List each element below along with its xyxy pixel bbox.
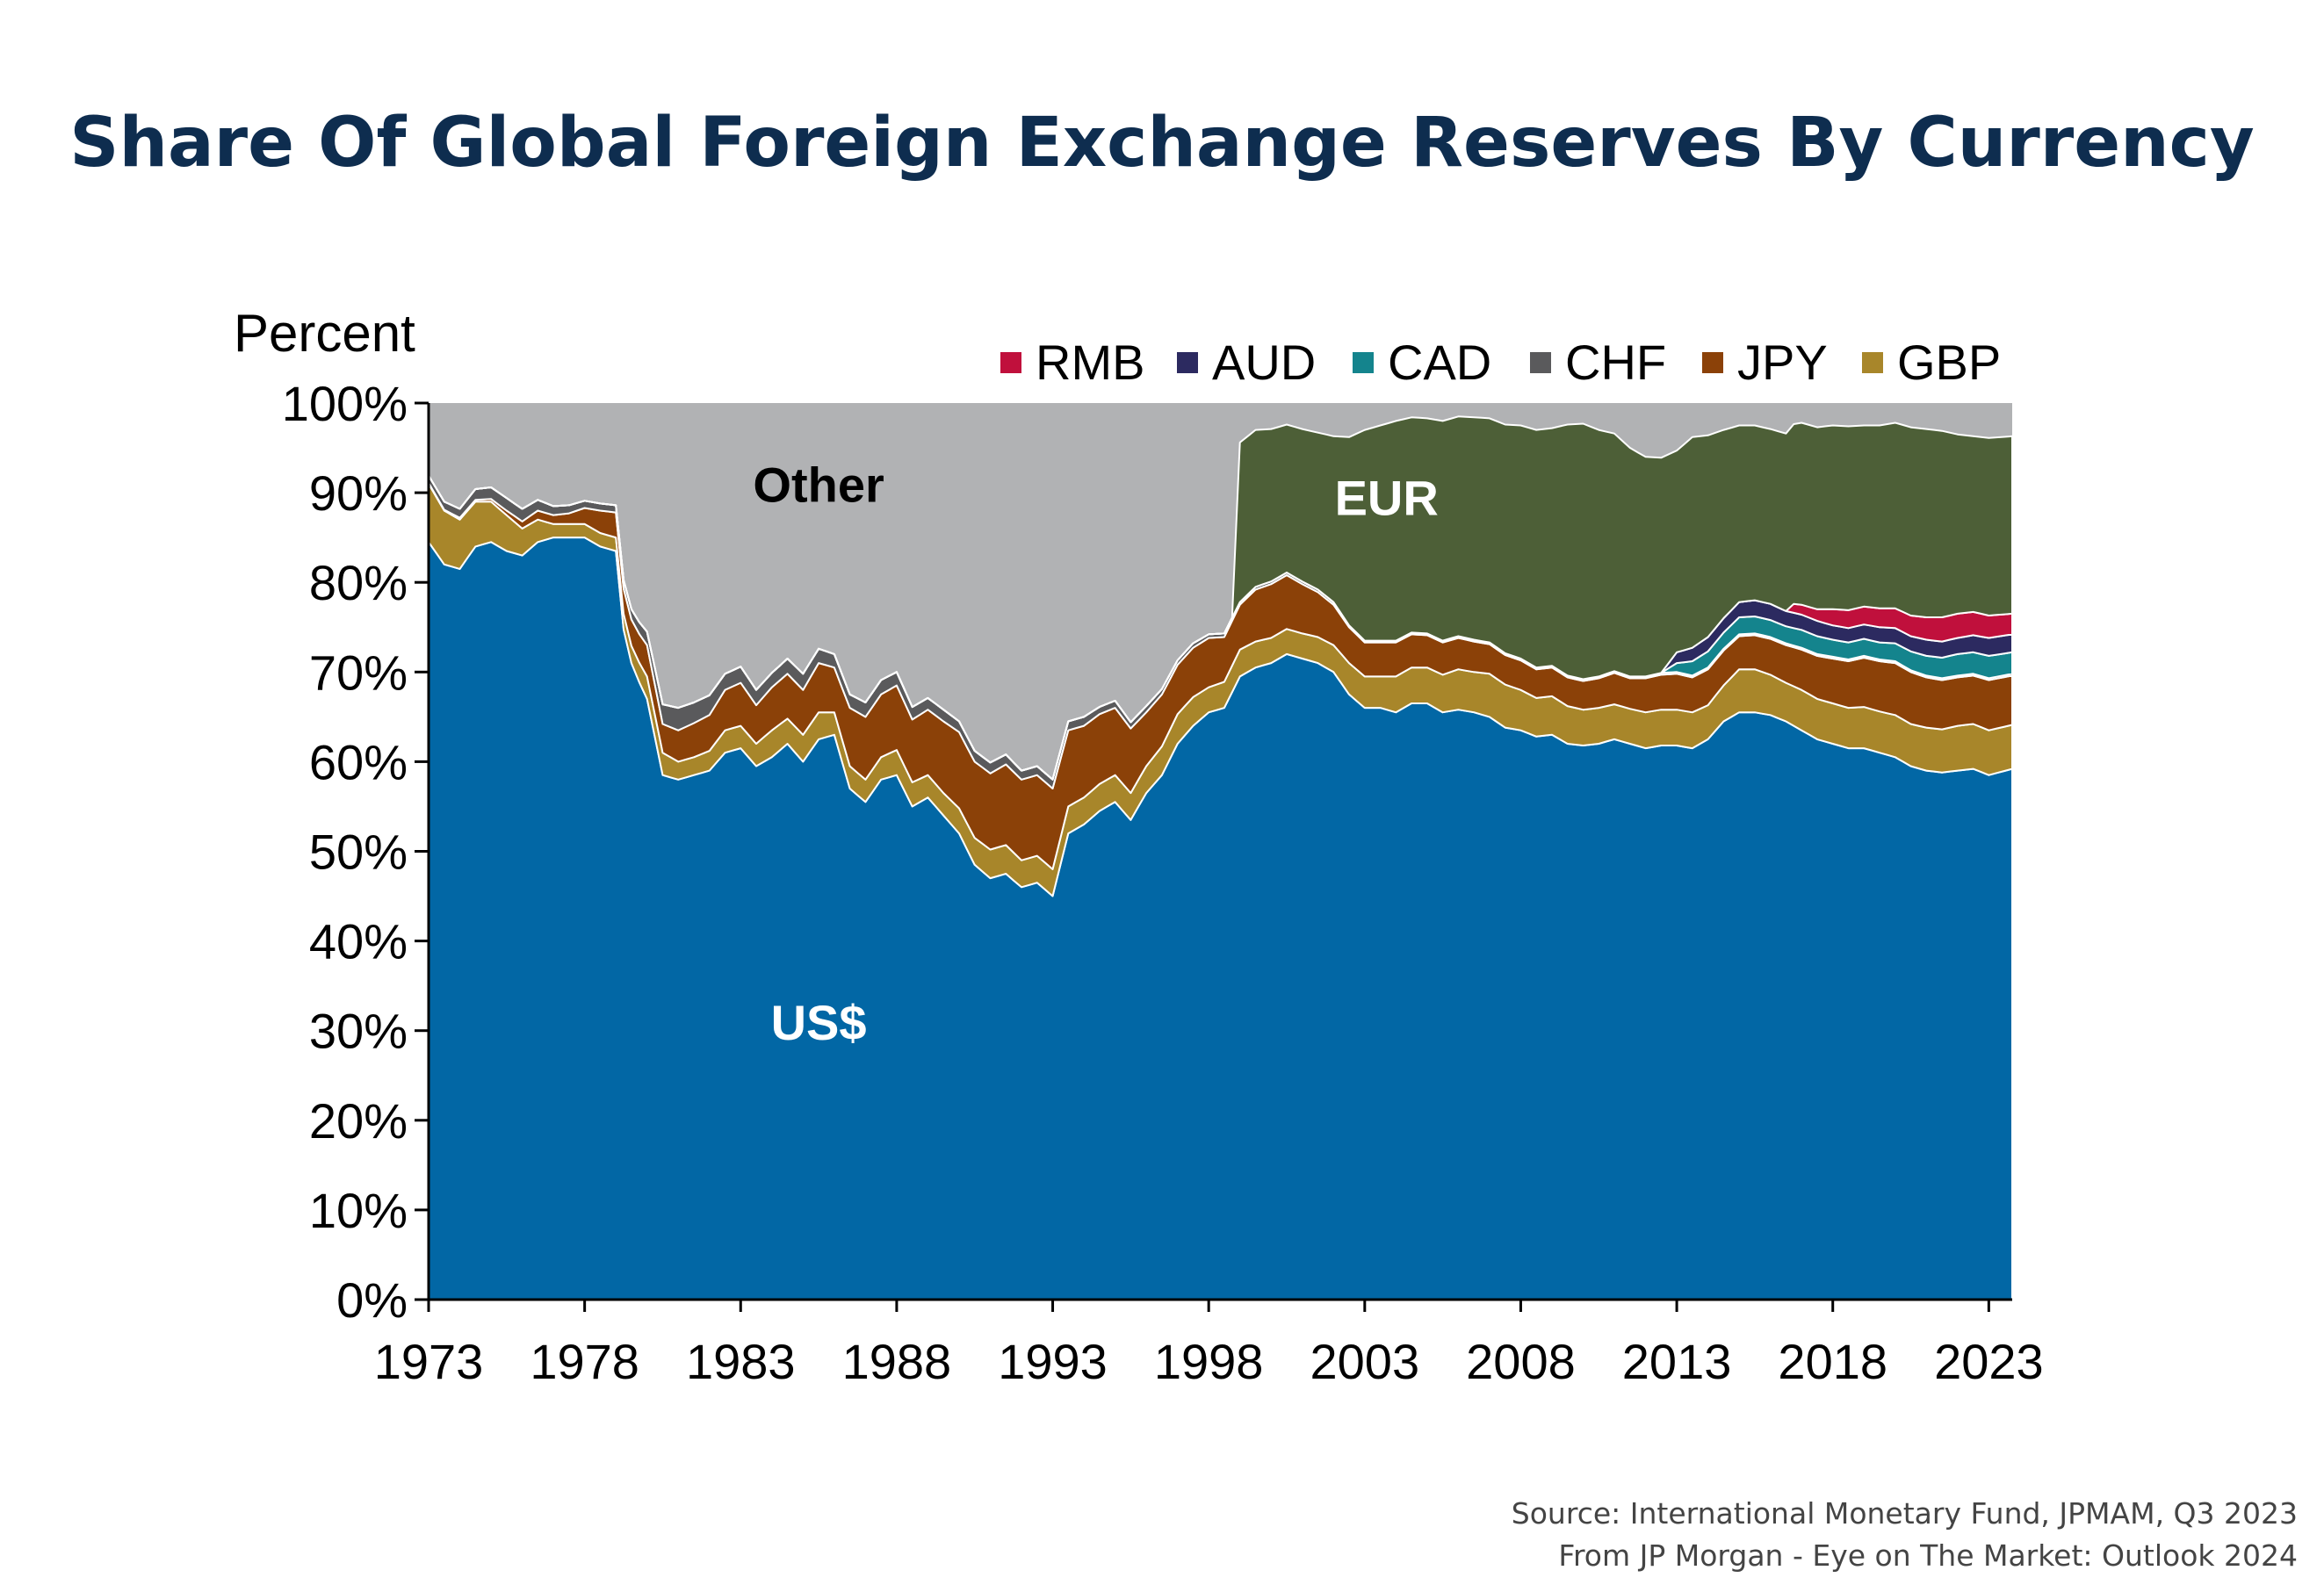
legend-item-gbp: GBP — [1862, 335, 2001, 390]
area-label-us: US$ — [771, 995, 867, 1050]
source-line: From JP Morgan - Eye on The Market: Outl… — [1558, 1538, 2298, 1573]
legend: RMB AUD CAD CHF JPY GBP — [1000, 335, 2001, 390]
y-tick-label: 20% — [309, 1093, 408, 1149]
source-note: Source: International Monetary Fund, JPM… — [1512, 1493, 2298, 1577]
x-tick-label: 1998 — [1154, 1334, 1264, 1389]
area-series — [428, 415, 2013, 1300]
legend-label: CHF — [1565, 335, 1666, 390]
x-tick-label: 2013 — [1622, 1334, 1732, 1389]
y-axis-label: Percent — [234, 304, 415, 363]
legend-swatch — [1353, 352, 1374, 373]
y-tick-label: 30% — [309, 1004, 408, 1059]
area-eur — [428, 415, 2013, 781]
legend-item-cad: CAD — [1353, 335, 1491, 390]
y-tick-label: 50% — [309, 825, 408, 880]
tick-labels: 0% 10% 20% 30% 40% 50% 60% 70% 80% 90% 100% 1973 197… — [282, 376, 2044, 1389]
x-tick-label: 2008 — [1466, 1334, 1576, 1389]
legend-swatch — [1530, 352, 1551, 373]
legend-item-aud: AUD — [1177, 335, 1316, 390]
x-tick-label: 2018 — [1778, 1334, 1887, 1389]
y-tick-label: 10% — [309, 1183, 408, 1238]
x-tick-label: 2023 — [1934, 1334, 2044, 1389]
legend-item-chf: CHF — [1530, 335, 1666, 390]
x-tick-label: 1973 — [374, 1334, 484, 1389]
x-tick-label: 1993 — [998, 1334, 1108, 1389]
source-line: Source: International Monetary Fund, JPM… — [1511, 1496, 2298, 1531]
chart-title: Share Of Global Foreign Exchange Reserve… — [69, 104, 2255, 183]
area-label-eur: EUR — [1335, 471, 1439, 526]
x-tick-label: 1978 — [530, 1334, 639, 1389]
legend-swatch — [1177, 352, 1198, 373]
legend-label: JPY — [1737, 335, 1828, 390]
y-tick-label: 80% — [309, 555, 408, 610]
y-tick-label: 90% — [309, 465, 408, 521]
legend-label: AUD — [1212, 335, 1316, 390]
y-tick-label: 100% — [282, 376, 408, 431]
legend-label: GBP — [1897, 335, 2001, 390]
x-tick-label: 1988 — [842, 1334, 952, 1389]
legend-label: CAD — [1388, 335, 1491, 390]
legend-label: RMB — [1036, 335, 1144, 390]
x-tick-label: 1983 — [686, 1334, 796, 1389]
y-tick-label: 40% — [309, 914, 408, 969]
x-tick-label: 2003 — [1310, 1334, 1420, 1389]
legend-item-jpy: JPY — [1702, 335, 1828, 390]
legend-swatch — [1862, 352, 1883, 373]
legend-swatch — [1702, 352, 1723, 373]
legend-swatch — [1000, 352, 1021, 373]
legend-item-rmb: RMB — [1000, 335, 1144, 390]
y-tick-label: 70% — [309, 645, 408, 700]
area-labels: US$ Other EUR — [753, 457, 1438, 1050]
y-tick-label: 0% — [336, 1272, 408, 1328]
y-tick-label: 60% — [309, 734, 408, 789]
area-label-other: Other — [753, 457, 884, 512]
